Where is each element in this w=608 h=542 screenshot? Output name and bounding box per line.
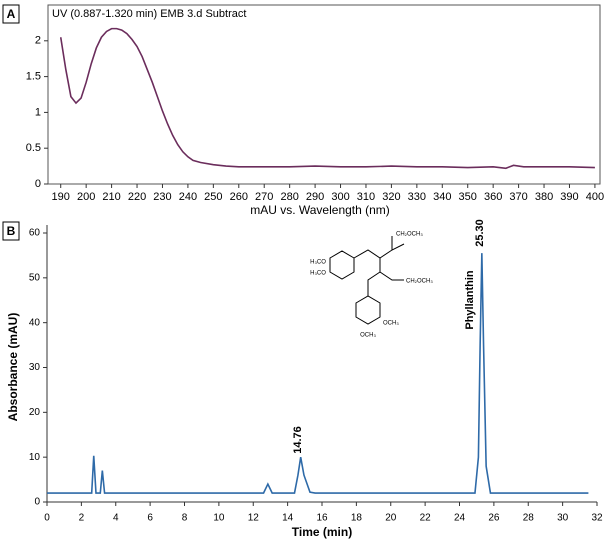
y-tick-label: 40: [29, 317, 41, 328]
x-tick-label: 32: [591, 513, 603, 524]
x-tick-label: 2: [79, 513, 85, 524]
x-tick-label: 360: [484, 191, 502, 203]
chart-title: UV (0.887-1.320 min) EMB 3.d Subtract: [52, 8, 246, 20]
y-tick-label: 0.5: [26, 142, 41, 154]
x-tick-label: 380: [535, 191, 553, 203]
y-tick-label: 50: [29, 272, 41, 283]
x-tick-label: 300: [331, 191, 349, 203]
y-tick-label: 2: [35, 35, 41, 47]
annotation: 25.30: [474, 219, 486, 247]
bond: [353, 243, 405, 259]
ring: [355, 295, 381, 325]
panel-box: [2, 221, 20, 241]
x-tick-label: 390: [560, 191, 578, 203]
y-tick-label: 30: [29, 362, 41, 373]
x-tick-label: 14: [282, 513, 294, 524]
structure-label: H₃CO: [310, 260, 326, 266]
y-tick-label: 0: [34, 497, 40, 508]
structure-label: OCH₃: [383, 321, 399, 327]
x-tick-label: 220: [128, 191, 146, 203]
annotation: Phyllanthin: [464, 270, 476, 330]
x-tick-label: 24: [454, 513, 466, 524]
ring: [329, 250, 355, 280]
x-tick-label: 22: [420, 513, 432, 524]
x-tick-label: 12: [248, 513, 260, 524]
x-axis-label: mAU vs. Wavelength (nm): [250, 203, 390, 217]
x-tick-label: 400: [586, 191, 604, 203]
data-line: [59, 27, 595, 170]
panel-label: A: [7, 7, 16, 21]
x-tick-label: 200: [77, 191, 95, 203]
structure-label: CH₂OCH₃: [396, 232, 423, 238]
structure: H₃CO H₃CO CH₂OCH₃ CH₂OCH₃ OCH₃ OCH₃: [310, 232, 433, 339]
x-tick-label: 10: [213, 513, 225, 524]
data-line: [47, 253, 589, 494]
bond: [379, 258, 404, 281]
x-tick-label: 8: [182, 513, 188, 524]
y-axis-label: Absorbance (mAU): [6, 313, 20, 422]
x-tick-label: 280: [280, 191, 298, 203]
x-tick-label: 340: [433, 191, 451, 203]
plot-frame: [47, 4, 601, 185]
x-tick-label: 370: [509, 191, 527, 203]
x-tick-label: 4: [113, 513, 119, 524]
x-tick-label: 230: [153, 191, 171, 203]
y-tick-label: 60: [29, 228, 41, 239]
x-tick-label: 250: [204, 191, 222, 203]
x-tick-label: 330: [408, 191, 426, 203]
panel-box: [2, 4, 20, 24]
x-tick-label: 190: [52, 191, 70, 203]
x-tick-label: 0: [44, 513, 50, 524]
y-tick-label: 20: [29, 407, 41, 418]
x-tick-label: 18: [351, 513, 363, 524]
x-tick-label: 260: [230, 191, 248, 203]
x-tick-label: 28: [523, 513, 535, 524]
annotation: 14.76: [292, 426, 304, 454]
x-tick-label: 350: [459, 191, 477, 203]
y-tick-label: 0: [35, 178, 41, 190]
structure-label: CH₂OCH₃: [406, 279, 433, 285]
x-tick-label: 240: [179, 191, 197, 203]
x-tick-label: 16: [316, 513, 328, 524]
x-tick-label: 26: [488, 513, 500, 524]
bond: [367, 271, 381, 296]
structure-label: H₃CO: [310, 271, 326, 277]
x-tick-label: 30: [557, 513, 569, 524]
structure-label: OCH₃: [360, 333, 376, 339]
x-tick-label: 270: [255, 191, 273, 203]
x-axis-label: Time (min): [292, 525, 352, 539]
x-tick-label: 290: [306, 191, 324, 203]
x-tick-label: 310: [357, 191, 375, 203]
y-tick-label: 10: [29, 452, 41, 463]
panel-label: B: [7, 224, 16, 238]
x-tick-label: 20: [385, 513, 397, 524]
y-tick-label: 1: [35, 106, 41, 118]
x-tick-label: 6: [147, 513, 153, 524]
x-tick-label: 320: [382, 191, 400, 203]
y-tick-label: 1.5: [26, 71, 41, 83]
x-tick-label: 210: [102, 191, 120, 203]
